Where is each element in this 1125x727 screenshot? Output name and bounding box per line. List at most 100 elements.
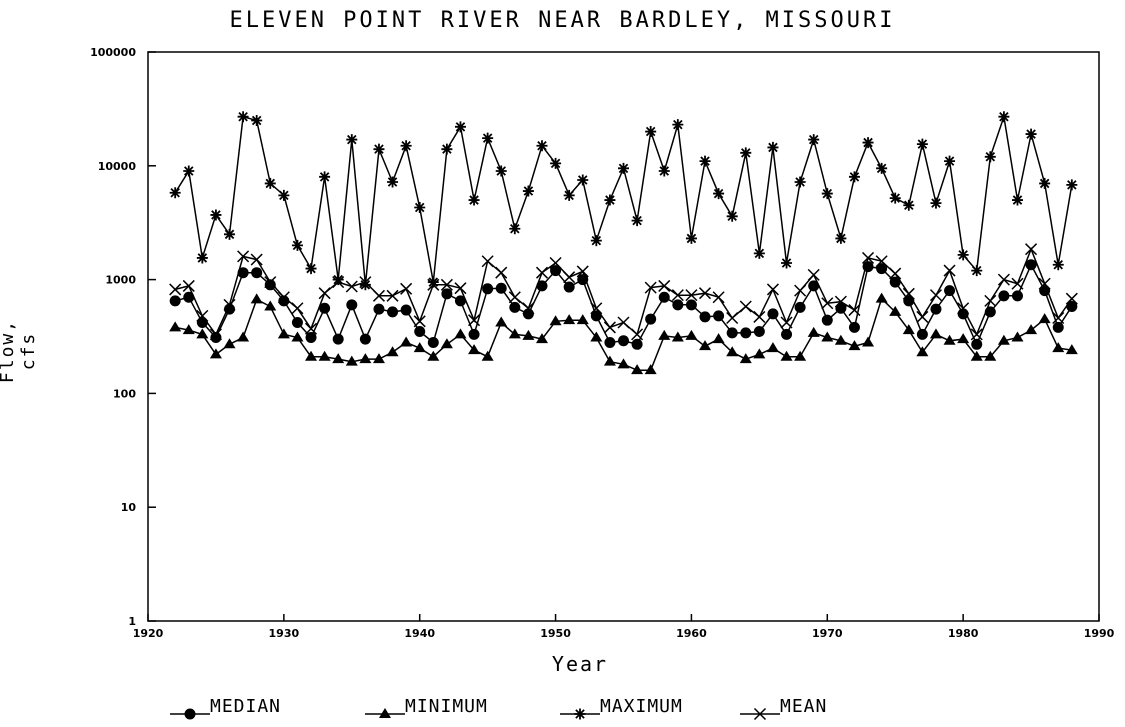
maximum-point (346, 134, 358, 146)
minimum-point (590, 331, 603, 342)
maximum-point (971, 265, 983, 277)
mean-point (454, 282, 467, 295)
minimum-point (209, 348, 222, 359)
minimum-point (1038, 313, 1051, 324)
maximum-point (1066, 179, 1078, 191)
maximum-point (400, 140, 412, 152)
mean-point (753, 310, 766, 323)
median-point (604, 337, 616, 349)
x-tick-label: 1970 (812, 627, 843, 640)
mean-point (1052, 311, 1065, 325)
maximum-point (998, 111, 1010, 123)
maximum-point (224, 228, 236, 240)
mean-point (169, 283, 182, 296)
median-point (332, 333, 344, 345)
median-point (781, 328, 793, 340)
mean-point (698, 287, 712, 300)
mean-point (576, 265, 589, 278)
maximum-point (550, 157, 562, 169)
maximum-point (1025, 128, 1037, 140)
minimum-point (929, 328, 942, 339)
median-point (550, 265, 562, 277)
median-point (645, 313, 657, 325)
minimum-point (739, 353, 752, 364)
median-point (753, 325, 765, 337)
median-point (169, 295, 181, 307)
median-point (1039, 285, 1051, 297)
median-point (183, 291, 195, 303)
maximum-point (291, 239, 303, 251)
maximum-point (753, 247, 765, 259)
median-point (482, 283, 494, 295)
mean-point (345, 280, 358, 293)
y-tick-label: 10 (121, 501, 137, 514)
legend-swatch-minimum (365, 708, 405, 718)
mean-point (780, 316, 793, 329)
median-point (685, 299, 697, 311)
maximum-point (604, 194, 616, 206)
minimum-point (875, 292, 888, 303)
median-point (305, 331, 317, 343)
median-point (536, 280, 548, 292)
minimum-point (848, 340, 861, 351)
mean-point (644, 281, 657, 294)
legend-swatch-mean (740, 707, 780, 721)
median-point (563, 281, 575, 293)
minimum-point (372, 353, 385, 364)
maximum-point (984, 151, 996, 163)
minimum-point (535, 333, 548, 344)
mean-point (1065, 292, 1078, 305)
median-point (427, 337, 439, 349)
legend-label-minimum: MINIMUM (405, 696, 488, 717)
minimum-point (182, 324, 195, 335)
median-point (767, 308, 779, 320)
legend-swatch-maximum (560, 708, 600, 720)
maximum-point (482, 132, 494, 144)
minimum-point (807, 326, 820, 337)
mean-point (332, 276, 345, 289)
mean-point (726, 311, 739, 325)
minimum-point (495, 316, 508, 327)
minimum-point (834, 334, 847, 345)
maximum-point (930, 197, 942, 209)
median-point (930, 303, 942, 315)
maximum-point (876, 162, 888, 174)
minimum-point (400, 336, 413, 347)
median-point (495, 282, 507, 294)
minimum-point (699, 340, 712, 351)
x-tick-label: 1930 (269, 627, 300, 640)
mean-point (943, 264, 956, 277)
maximum-point (332, 274, 344, 286)
legend-marker-median (184, 708, 196, 720)
mean-point (468, 314, 481, 327)
median-point (346, 299, 358, 311)
minimum-point (508, 328, 521, 339)
legend-label-mean: MEAN (780, 696, 828, 717)
median-point (373, 303, 385, 315)
maximum-point (196, 252, 208, 264)
minimum-point (603, 355, 616, 366)
median-point (658, 291, 670, 303)
minimum-point (305, 350, 318, 361)
maximum-point (862, 137, 874, 149)
median-point (835, 302, 847, 314)
mean-point (182, 279, 195, 292)
legend-swatch-median (170, 708, 210, 720)
mean-point (685, 289, 698, 302)
mean-point (1011, 277, 1024, 290)
minimum-point (997, 334, 1010, 345)
minimum-point (889, 305, 902, 316)
median-point (264, 279, 276, 291)
maximum-point (1052, 259, 1064, 271)
mean-point (957, 302, 970, 315)
maximum-point (509, 223, 521, 235)
series-layer (169, 111, 1078, 375)
minimum-point (916, 346, 929, 357)
mean-point (603, 321, 616, 334)
y-tick-label: 1 (128, 615, 136, 628)
median-point (387, 306, 399, 318)
maximum-point (183, 165, 195, 177)
maximum-point (590, 235, 602, 247)
minimum-point (780, 350, 793, 361)
maximum-point (740, 147, 752, 159)
